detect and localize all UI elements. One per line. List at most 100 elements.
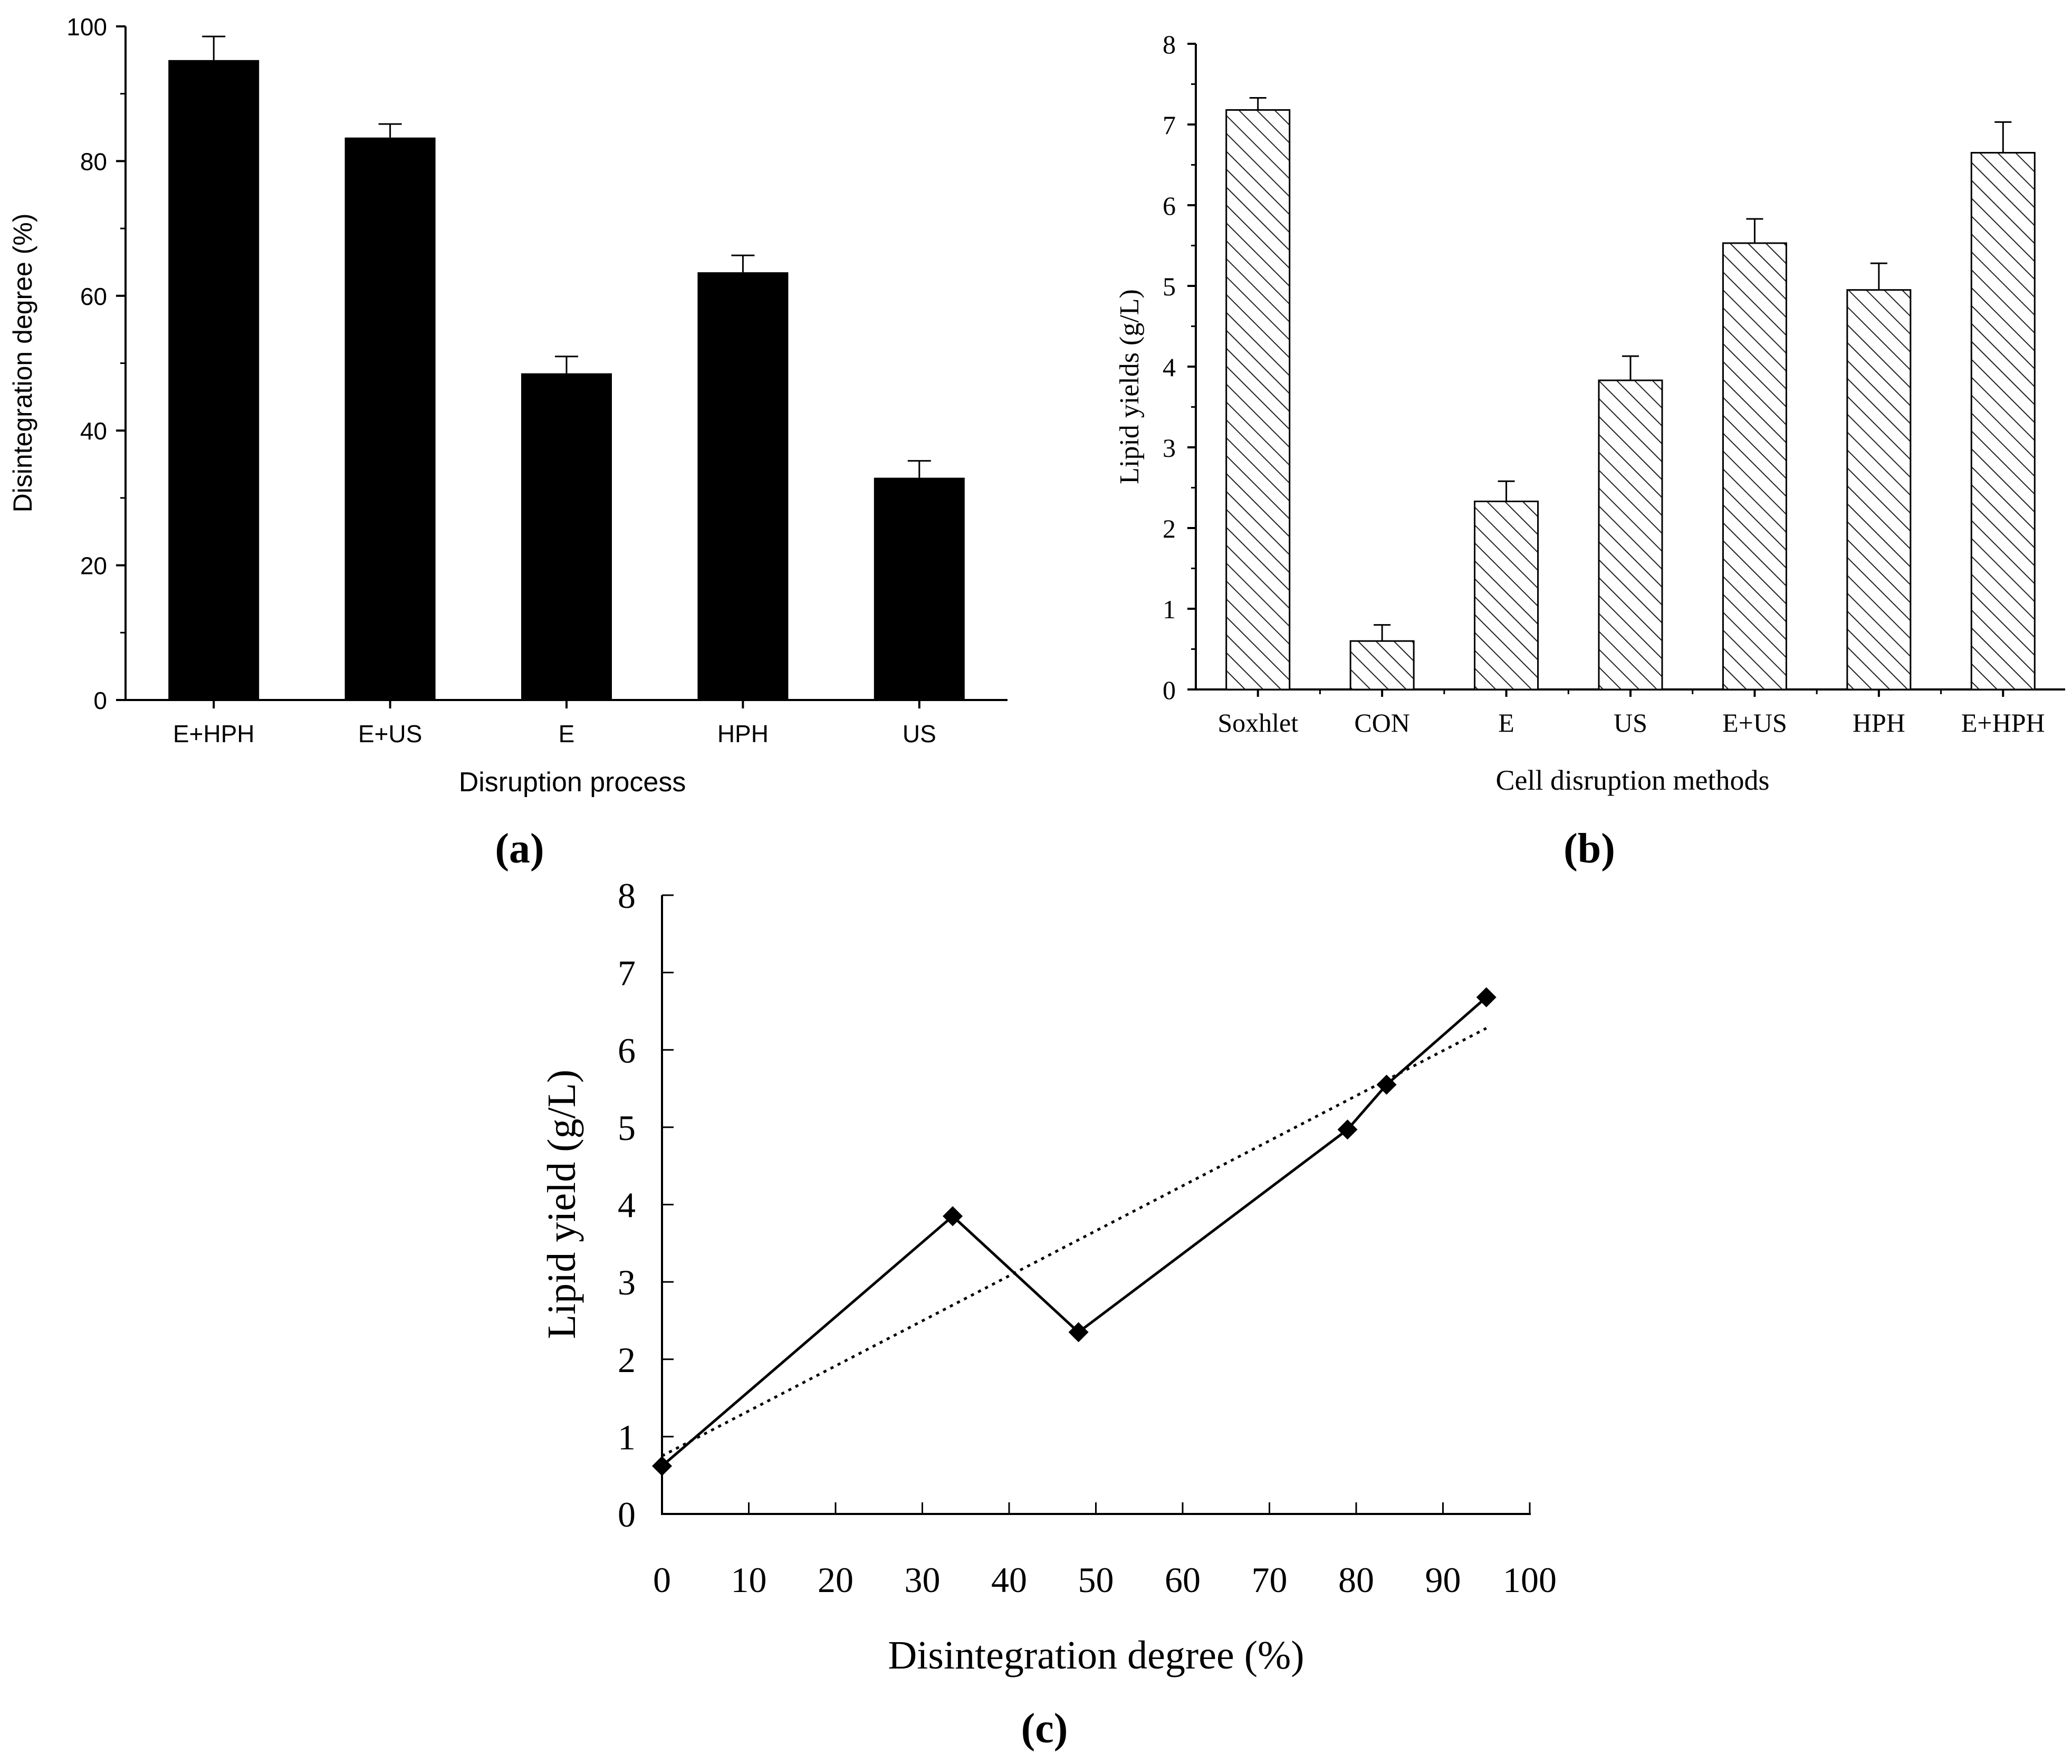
panel-b-chart: 0 1 2 3 4 5 6 7 8 Soxhlet CON E US E+US HPH E+HPH Lipid… — [1115, 30, 2065, 872]
c-x-tick-label: 80 — [1338, 1560, 1374, 1600]
b-bar — [1349, 640, 1415, 691]
c-data-point — [1476, 987, 1497, 1008]
b-x-tick-label: CON — [1354, 708, 1410, 737]
b-x-tick-label: E+HPH — [1961, 708, 2045, 737]
panel-b-caption: (b) — [1563, 826, 1615, 872]
c-y-tick-label: 5 — [618, 1108, 636, 1148]
b-bar — [1598, 379, 1663, 691]
a-bar — [168, 60, 260, 701]
a-y-tick-label: 60 — [80, 283, 107, 310]
a-error-bar — [907, 460, 931, 478]
a-error-bar — [202, 35, 226, 60]
panel-a-tick-labels: 0 20 40 60 80 100 E+HPH E+US E HPH US — [66, 13, 936, 747]
a-error-bar — [555, 356, 578, 373]
panel-b-bars — [1225, 97, 2036, 691]
c-y-tick-label: 0 — [618, 1494, 636, 1535]
panel-a-ticks — [116, 25, 920, 708]
a-bar — [697, 272, 789, 700]
c-data-point — [1337, 1119, 1358, 1140]
b-y-tick-label: 6 — [1163, 191, 1176, 220]
b-y-tick-label: 3 — [1163, 433, 1176, 463]
c-y-tick-label: 6 — [618, 1030, 636, 1070]
a-y-tick-label: 0 — [93, 687, 107, 714]
b-bar — [1474, 501, 1539, 691]
a-x-tick-label: E — [559, 720, 575, 747]
c-y-tick-label: 1 — [618, 1417, 636, 1457]
b-error-bar — [1746, 218, 1763, 243]
a-x-tick-label: E+HPH — [173, 720, 255, 747]
panel-c-ticks — [661, 894, 1531, 1515]
b-x-tick-label: US — [1614, 708, 1647, 737]
b-x-tick-label: Soxhlet — [1217, 708, 1298, 737]
c-y-tick-label: 3 — [618, 1262, 636, 1302]
a-y-tick-label: 100 — [66, 13, 107, 41]
c-series-line — [661, 996, 1488, 1467]
b-x-tick-label: HPH — [1853, 708, 1905, 737]
c-x-tick-label: 10 — [731, 1560, 767, 1600]
panel-c-x-axis-label: Disintegration degree (%) — [888, 1633, 1304, 1677]
c-y-tick-label: 7 — [618, 953, 636, 993]
b-y-tick-label: 5 — [1163, 272, 1176, 301]
c-x-tick-label: 50 — [1078, 1560, 1114, 1600]
b-y-tick-label: 8 — [1163, 30, 1176, 59]
b-error-bar — [1249, 97, 1267, 110]
c-x-tick-label: 40 — [991, 1560, 1027, 1600]
b-y-tick-label: 4 — [1163, 352, 1176, 382]
panel-a-chart: 0 20 40 60 80 100 E+HPH E+US E HPH US Disintegrati… — [8, 13, 1008, 872]
b-bar — [1722, 242, 1787, 691]
panel-c-y-axis-label: Lipid yield (g/L) — [540, 1070, 584, 1339]
b-error-bar — [1498, 480, 1515, 502]
panel-a-y-axis-label: Disintegration degree (%) — [8, 214, 37, 513]
b-y-tick-label: 1 — [1163, 595, 1176, 624]
c-y-tick-label: 4 — [618, 1185, 636, 1225]
panel-b-x-axis-label: Cell disruption methods — [1496, 764, 1770, 796]
panel-c-axes — [661, 895, 1531, 1515]
c-data-point — [652, 1456, 672, 1477]
a-x-tick-label: US — [903, 720, 936, 747]
b-error-bar — [1994, 121, 2012, 153]
c-x-tick-label: 60 — [1165, 1560, 1201, 1600]
a-y-tick-label: 40 — [80, 417, 107, 445]
panel-b-y-axis-label: Lipid yields (g/L) — [1115, 289, 1145, 484]
b-x-tick-label: E — [1498, 708, 1514, 737]
panel-c-plot — [652, 987, 1497, 1477]
c-y-tick-label: 2 — [618, 1340, 636, 1380]
a-error-bar — [378, 123, 402, 138]
a-y-tick-label: 20 — [80, 552, 107, 580]
c-data-point — [943, 1206, 963, 1226]
a-bar — [874, 477, 965, 700]
c-x-tick-label: 100 — [1503, 1560, 1557, 1600]
c-trendline — [661, 1027, 1487, 1458]
a-error-bar — [731, 254, 755, 273]
b-y-tick-label: 2 — [1163, 514, 1176, 543]
panel-c-caption: (c) — [1021, 1705, 1068, 1752]
c-x-tick-label: 0 — [653, 1560, 671, 1600]
c-x-tick-label: 30 — [905, 1560, 941, 1600]
b-error-bar — [1870, 262, 1887, 290]
a-bar — [344, 137, 436, 701]
b-error-bar — [1622, 355, 1639, 381]
b-bar — [1846, 289, 1912, 691]
c-x-tick-label: 90 — [1425, 1560, 1461, 1600]
b-x-tick-label: E+US — [1722, 708, 1787, 737]
b-error-bar — [1374, 624, 1391, 641]
b-bar — [1970, 152, 2036, 691]
a-x-tick-label: HPH — [717, 720, 769, 747]
a-x-tick-label: E+US — [358, 720, 422, 747]
c-data-point — [1068, 1322, 1089, 1343]
c-y-tick-label: 8 — [618, 876, 636, 916]
b-y-tick-label: 7 — [1163, 110, 1176, 140]
panel-a-caption: (a) — [495, 826, 544, 872]
c-data-point — [1376, 1075, 1397, 1095]
a-y-tick-label: 80 — [80, 148, 107, 175]
b-y-tick-label: 0 — [1163, 675, 1176, 705]
b-bar — [1225, 109, 1291, 691]
panel-a-x-axis-label: Disruption process — [459, 767, 686, 798]
panel-b-tick-labels: 0 1 2 3 4 5 6 7 8 Soxhlet CON E US E+US HPH E+HPH — [1163, 30, 2045, 737]
panel-b-ticks — [1187, 43, 2004, 697]
c-x-tick-label: 70 — [1252, 1560, 1288, 1600]
a-bar — [521, 373, 612, 700]
